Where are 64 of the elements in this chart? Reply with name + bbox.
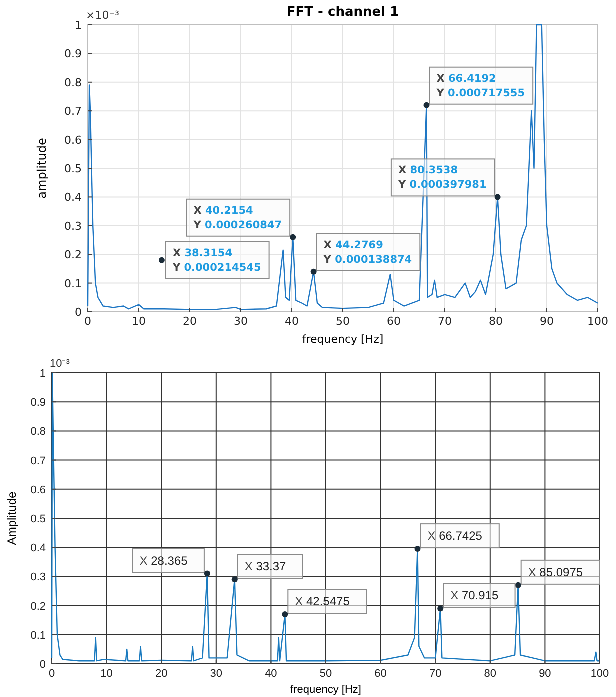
annotation: X 38.3154 Y 0.000214545 — [172, 247, 262, 274]
x-axis-title: frequency [Hz] — [290, 684, 362, 696]
annotation: X 85.0975 — [528, 565, 584, 580]
annotation: X 42.5475 — [295, 594, 350, 609]
annotation: X 44.2769 Y 0.000138874 — [322, 239, 412, 266]
y-tick-label: 1 — [40, 368, 46, 380]
x-tick-label: 60 — [387, 315, 401, 328]
y-tick-label: 0.8 — [64, 76, 82, 90]
annotation: X 70.915 — [450, 588, 499, 603]
y-tick-label: 0.9 — [64, 48, 82, 61]
x-tick-label: 100 — [588, 315, 608, 328]
x-tick-label: 0 — [84, 315, 92, 328]
x-axis-title: frequency [Hz] — [302, 333, 384, 346]
x-tick-label: 70 — [438, 315, 452, 328]
x-tick-label: 10 — [132, 315, 146, 328]
y-tick-label: 0.7 — [64, 105, 82, 118]
x-tick-label: 90 — [540, 315, 554, 328]
y-axis-title: Amplitude — [5, 492, 19, 546]
y-tick-label: 0.3 — [64, 220, 82, 233]
y-tick-label: 0.8 — [30, 426, 46, 438]
y-tick-label: 0.2 — [64, 248, 82, 262]
line-series — [87, 24, 599, 310]
annotation: X 28.365 — [140, 554, 188, 568]
x-tick-label: 50 — [320, 668, 332, 680]
y-tick-label: 0.4 — [30, 542, 46, 555]
x-tick-label: 80 — [489, 315, 503, 328]
y-tick-label: 0.6 — [64, 134, 82, 147]
text: 10⁻³ — [50, 358, 70, 370]
y-tick-label: 1 — [75, 19, 82, 32]
y-tick-label: 0 — [40, 659, 46, 671]
x-tick-label: 0 — [48, 668, 56, 680]
annotation: X 80.3538 Y 0.000397981 — [397, 164, 487, 192]
x-tick-label: 70 — [429, 668, 442, 680]
line-series — [51, 372, 601, 662]
y-tick-label: 0.2 — [30, 600, 46, 613]
x-tick-label: 60 — [374, 668, 387, 680]
x-tick-label: 40 — [265, 668, 278, 680]
annotation: X 33.37 — [244, 560, 287, 574]
x-tick-label: 30 — [234, 315, 248, 328]
y-tick-label: 0.9 — [30, 397, 46, 410]
x-tick-label: 30 — [210, 668, 223, 680]
x-tick-label: 10 — [100, 668, 113, 680]
y-tick-label: 0.1 — [64, 277, 82, 290]
y-tick-label: 0.6 — [30, 484, 46, 496]
annotation: X 66.7425 — [428, 529, 483, 544]
y-tick-label: 0.5 — [64, 162, 82, 176]
x-tick-label: 100 — [590, 668, 610, 680]
x-tick-label: 40 — [285, 315, 299, 328]
annotation: X 66.4192 Y 0.000717555 — [436, 72, 526, 100]
y-tick-label: 0.5 — [30, 514, 46, 526]
y-axis-title: amplitude — [35, 138, 49, 199]
x-tick-label: 20 — [183, 315, 197, 328]
y-tick-label: 0.4 — [64, 191, 82, 204]
y-tick-label: 0.1 — [30, 630, 46, 642]
y-tick-label: 0.3 — [30, 572, 46, 584]
text: ×10⁻³ — [86, 9, 120, 22]
annotation: X 40.2154 Y 0.000260847 — [192, 204, 282, 232]
y-tick-label: 0.7 — [30, 455, 46, 468]
x-tick-label: 80 — [484, 668, 497, 680]
x-tick-label: 20 — [155, 668, 168, 680]
y-tick-label: 0 — [75, 306, 82, 319]
x-tick-label: 90 — [539, 668, 552, 680]
x-tick-label: 50 — [336, 315, 350, 328]
chart-title: FFT - channel 1 — [286, 5, 400, 20]
